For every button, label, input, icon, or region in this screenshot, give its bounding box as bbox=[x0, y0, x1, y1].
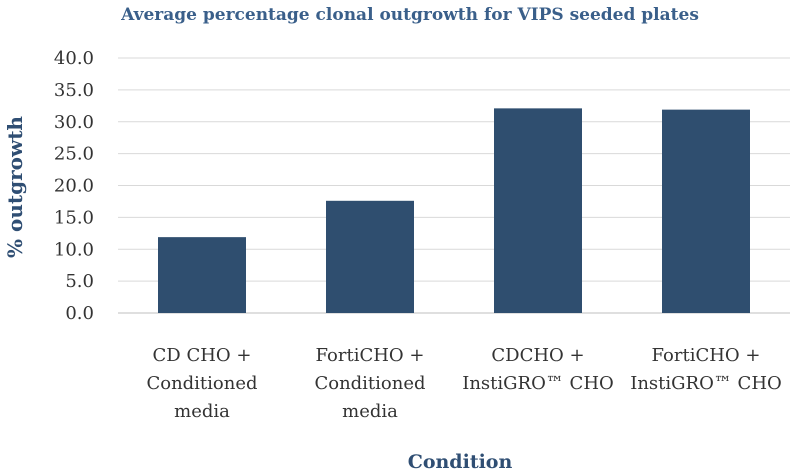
y-tick-label: 15.0 bbox=[54, 207, 94, 228]
x-category-label: CDCHO + InstiGRO™ CHO bbox=[462, 345, 614, 394]
y-tick-label: 40.0 bbox=[54, 48, 94, 69]
y-tick-label: 35.0 bbox=[54, 80, 94, 101]
bar bbox=[662, 109, 750, 313]
x-category-label: FortiCHO + Conditioned media bbox=[314, 345, 425, 422]
bar bbox=[158, 237, 246, 313]
y-axis-label: % outgrowth bbox=[3, 116, 27, 258]
bar bbox=[494, 108, 582, 313]
chart-title: Average percentage clonal outgrowth for … bbox=[120, 5, 699, 25]
bar bbox=[326, 200, 414, 313]
y-tick-label: 0.0 bbox=[65, 303, 94, 324]
x-axis-categories: CD CHO + Conditioned media FortiCHO + Condit… bbox=[146, 345, 781, 422]
x-axis-label: Condition bbox=[408, 451, 513, 473]
y-tick-label: 10.0 bbox=[54, 239, 94, 260]
y-tick-label: 25.0 bbox=[54, 144, 94, 165]
y-tick-label: 20.0 bbox=[54, 176, 94, 197]
x-category-label: CD CHO + Conditioned media bbox=[146, 345, 257, 422]
x-category-label: FortiCHO + InstiGRO™ CHO bbox=[630, 345, 782, 394]
y-tick-label: 30.0 bbox=[54, 112, 94, 133]
bars bbox=[158, 108, 750, 313]
y-axis-ticks: 0.0 5.0 10.0 15.0 20.0 25.0 30.0 35.0 40.0 bbox=[54, 48, 94, 324]
y-tick-label: 5.0 bbox=[65, 271, 94, 292]
